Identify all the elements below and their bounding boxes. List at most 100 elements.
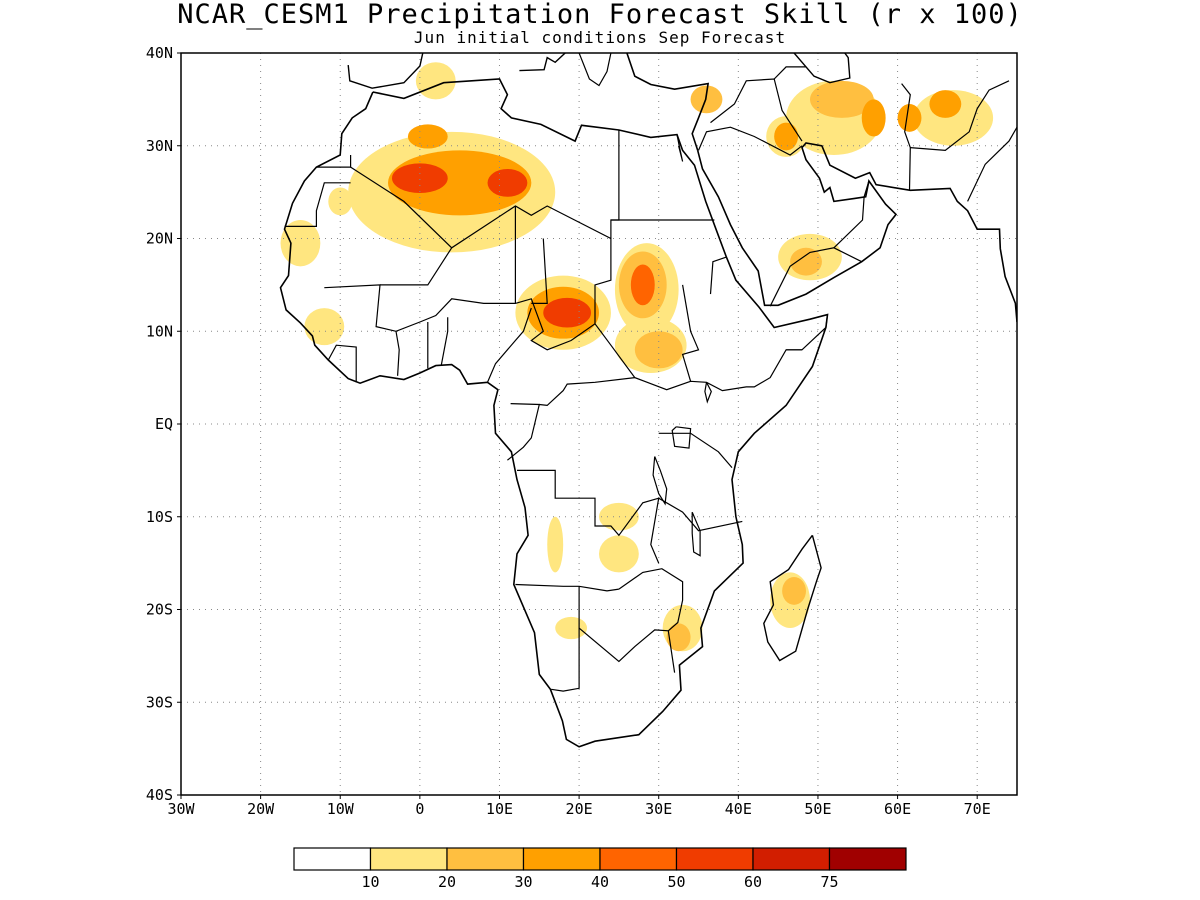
lat-tick-label: 20S xyxy=(146,601,173,619)
lon-tick-label: 70E xyxy=(964,800,991,818)
skill-area xyxy=(487,168,528,197)
axis-ticks: 30W 20W 10W 0 10E 20E 30E 40E 50E 60E 70E 40N 30N 20N… xyxy=(146,44,991,818)
skill-area xyxy=(304,308,345,346)
italy-coastline xyxy=(519,53,567,72)
legend-swatch xyxy=(293,847,372,871)
country-border xyxy=(658,432,733,468)
iberia-coastline xyxy=(347,53,424,89)
skill-area xyxy=(897,104,922,132)
country-border xyxy=(440,317,449,365)
country-border xyxy=(710,78,803,142)
country-border xyxy=(531,238,548,304)
lat-tick-label: EQ xyxy=(155,415,173,433)
color-legend: 10 20 30 40 50 60 75 xyxy=(293,847,907,891)
lat-tick-label: 30S xyxy=(146,693,173,711)
country-border xyxy=(486,307,532,383)
skill-area xyxy=(555,616,588,640)
country-border xyxy=(901,83,911,191)
lon-tick-label: 20W xyxy=(247,800,275,818)
lon-tick-label: 0 xyxy=(415,800,424,818)
coastlines-and-borders xyxy=(279,53,1017,748)
legend-label: 50 xyxy=(667,873,685,891)
lat-tick-label: 40N xyxy=(146,44,173,62)
country-border xyxy=(515,583,619,592)
madagascar-coastline xyxy=(763,534,822,662)
country-border xyxy=(395,331,400,376)
map-frame xyxy=(180,52,1018,796)
lon-tick-label: 30E xyxy=(645,800,672,818)
skill-area xyxy=(407,124,448,149)
country-border xyxy=(618,568,684,632)
legend-label: 10 xyxy=(361,873,379,891)
skill-area xyxy=(634,331,683,369)
country-border xyxy=(551,586,580,692)
lat-tick-label: 30N xyxy=(146,137,173,155)
country-border xyxy=(539,377,635,407)
lon-tick-label: 60E xyxy=(884,800,911,818)
lat-tick-label: 20N xyxy=(146,230,173,248)
skill-area xyxy=(328,187,353,216)
skill-area xyxy=(790,247,822,276)
skill-area xyxy=(391,163,448,194)
skill-area xyxy=(547,516,564,573)
suez-coastline xyxy=(676,134,684,162)
levant-coastline xyxy=(626,53,710,151)
country-border xyxy=(910,80,1010,152)
skill-area xyxy=(809,80,874,118)
map-subtitle: Jun initial conditions Sep Forecast xyxy=(413,28,787,47)
legend-swatch xyxy=(369,847,448,871)
lake-shoreline xyxy=(704,382,712,404)
skill-area xyxy=(630,264,655,306)
country-border xyxy=(697,126,803,156)
country-border xyxy=(380,247,453,286)
country-border xyxy=(967,126,1017,202)
lat-tick-label: 10N xyxy=(146,322,173,340)
legend-swatch xyxy=(446,847,525,871)
lon-tick-label: 10E xyxy=(486,800,513,818)
country-border xyxy=(786,314,829,351)
country-border xyxy=(517,469,660,564)
legend-label: 75 xyxy=(820,873,838,891)
lon-tick-label: 20E xyxy=(566,800,593,818)
skill-area xyxy=(543,297,592,328)
legend-label: 60 xyxy=(744,873,762,891)
lake-shoreline xyxy=(652,456,668,506)
skill-area xyxy=(774,122,799,151)
lake-shoreline xyxy=(691,511,701,557)
country-border xyxy=(833,180,870,249)
lat-tick-label: 40S xyxy=(146,786,173,804)
skill-area xyxy=(861,99,886,137)
legend-swatch xyxy=(522,847,601,871)
lon-tick-label: 40E xyxy=(725,800,752,818)
country-border xyxy=(709,256,727,295)
lon-tick-label: 10W xyxy=(327,800,355,818)
legend-swatch xyxy=(752,847,831,871)
skill-area xyxy=(599,535,639,573)
country-border xyxy=(681,284,700,382)
greece-coastline xyxy=(578,53,612,87)
country-border xyxy=(594,238,612,324)
country-border xyxy=(507,403,541,461)
country-border xyxy=(769,247,862,307)
map-title: NCAR_CESM1 Precipitation Forecast Skill … xyxy=(177,0,1023,30)
africa-coastline xyxy=(279,78,829,748)
skill-area xyxy=(666,623,691,652)
graticule xyxy=(181,53,1017,795)
country-border xyxy=(284,182,351,227)
lon-tick-label: 30W xyxy=(167,800,195,818)
country-border xyxy=(658,497,743,532)
lon-tick-label: 50E xyxy=(804,800,831,818)
skill-area xyxy=(415,62,456,100)
legend-label: 20 xyxy=(438,873,456,891)
lake-shoreline xyxy=(671,426,692,449)
legend-swatch xyxy=(599,847,678,871)
legend-label: 40 xyxy=(591,873,609,891)
country-border xyxy=(578,627,676,673)
skill-area xyxy=(929,90,962,118)
skill-area xyxy=(782,577,807,605)
country-border xyxy=(327,344,357,383)
legend-swatch xyxy=(828,847,907,871)
country-border xyxy=(316,155,352,168)
country-border xyxy=(773,66,806,80)
